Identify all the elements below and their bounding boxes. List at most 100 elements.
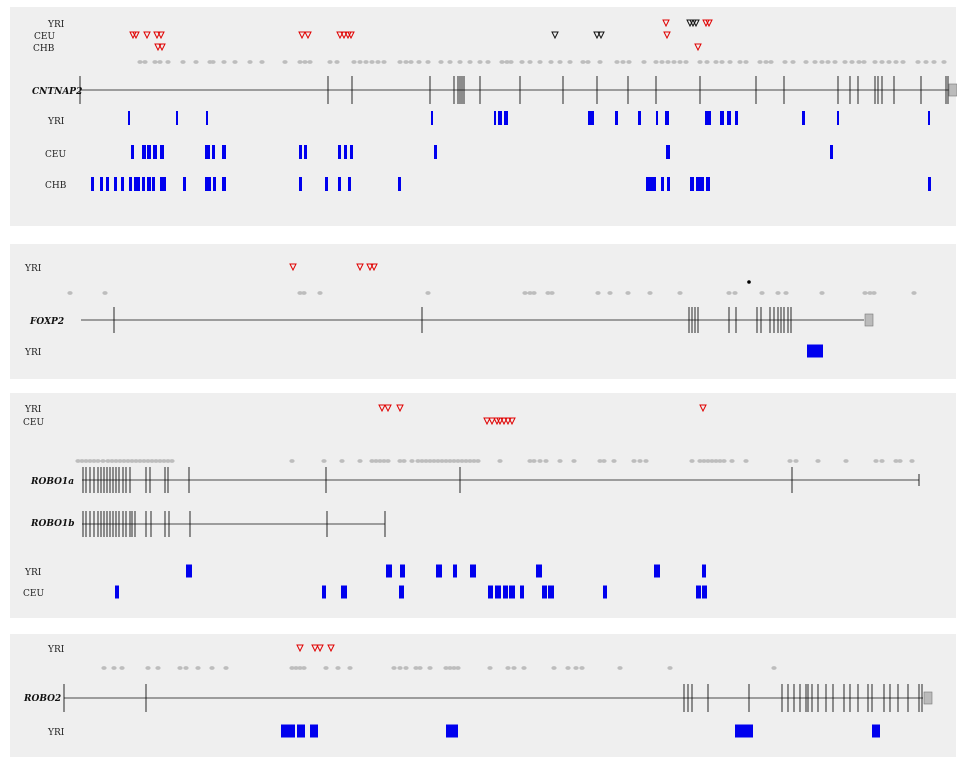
snp-dot [317,291,323,295]
snp-dot [377,459,383,463]
robo1-bar-label-yri: YRI [24,568,42,578]
snp-dot [259,60,265,64]
snp-dot [504,60,510,64]
selection-bar [830,145,833,159]
snp-dot [701,459,707,463]
snp-dot [129,459,135,463]
triangle-marker-red [298,31,306,40]
selection-bar [434,145,437,159]
snp-dot [537,60,543,64]
snp-dot [391,666,397,670]
snp-dot [425,291,431,295]
selection-bar [638,111,641,125]
selection-bar [872,724,880,738]
selection-bar [222,177,226,191]
snp-dot [137,459,143,463]
snp-dot [385,459,391,463]
snp-dot [125,459,131,463]
snp-dot [631,459,637,463]
foxp2-track-svg: YRI FOXP2 YRI [24,263,917,358]
selection-bar [205,177,211,191]
snp-dot [417,666,423,670]
snp-dot [543,459,549,463]
snp-dot [111,666,117,670]
triangle-marker-red [488,417,496,426]
snp-dot [732,291,738,295]
triangle-marker-red [327,644,335,653]
snp-dot [793,459,799,463]
snp-dot [915,60,921,64]
cntnap2-tri-label-chb: CHB [33,44,55,54]
snp-dot [165,60,171,64]
selection-bar [386,564,392,578]
triangle-marker-red [316,644,324,653]
selection-bar [338,145,341,159]
triangle-marker-red [340,31,348,40]
robo1-tri-label-ceu: CEU [23,418,44,428]
snp-dot [893,60,899,64]
snp-dot [101,666,107,670]
snp-dot [119,666,125,670]
selection-bar [115,585,119,599]
snp-dot [900,60,906,64]
selection-bar [656,111,658,125]
robo1a-exons [82,467,920,493]
snp-dot [427,666,433,670]
snp-dot [141,459,147,463]
snp-dot [83,459,89,463]
triangle-marker-black [593,31,601,40]
snp-dot [653,60,659,64]
robo1b-gene-label: ROBO1b [30,519,75,529]
snp-dot [117,459,123,463]
snp-dot [861,60,867,64]
selection-bar [310,724,318,738]
selection-bar [802,111,805,125]
snp-dot [145,666,151,670]
triangle-marker-red [396,404,404,413]
snp-dot [357,60,363,64]
snp-dot [573,666,579,670]
foxp2-gene-label: FOXP2 [29,317,64,327]
snp-dot [475,459,481,463]
triangle-marker-red [483,417,491,426]
cntnap2-bar-label-chb: CHB [45,181,67,191]
snp-dot [743,459,749,463]
snp-dot [439,459,445,463]
snp-dot [195,666,201,670]
snp-dot [697,60,703,64]
snp-dot [729,459,735,463]
snp-dot [247,60,253,64]
snp-dot [301,666,307,670]
selection-bar [160,145,164,159]
selection-bar [494,111,496,125]
foxp2-exons [113,307,792,333]
snp-dot [497,459,503,463]
snp-dot [709,459,715,463]
triangle-marker-red [662,19,670,28]
selection-bar [666,145,670,159]
triangle-marker-red [508,417,516,426]
snp-dot [782,60,788,64]
snp-dot [403,60,409,64]
foxp2-selection-bars [807,344,823,358]
snp-dot [508,60,514,64]
snp-dot [397,666,403,670]
snp-dot [347,666,353,670]
triangle-marker-red [496,417,504,426]
snp-dot [579,666,585,670]
snp-dot [893,459,899,463]
cntnap2-panel: YRI CEU CHB CNTNAP2 YRI CEU CHB [10,7,957,226]
foxp2-point-marker [747,280,751,284]
foxp2-bar-label-yri: YRI [24,348,42,358]
snp-dot [301,291,307,295]
selection-bar [142,145,146,159]
robo1-triangle-markers [378,404,707,426]
selection-bar [509,585,515,599]
snp-dot [697,459,703,463]
snp-dot [416,60,422,64]
snp-dot [689,459,695,463]
snp-dot [614,60,620,64]
foxp2-snp-dots [67,291,917,295]
snp-dot [505,666,511,670]
triangle-marker-red [694,43,702,52]
